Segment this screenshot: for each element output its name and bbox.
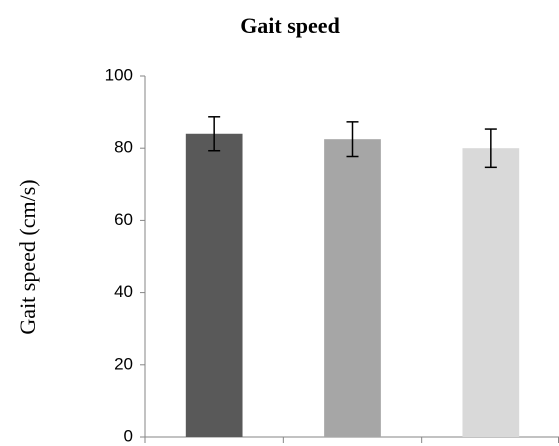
y-tick-label: 100 [105, 65, 133, 84]
bar [462, 148, 520, 437]
y-tick-label: 0 [124, 426, 133, 445]
y-tick-label: 20 [114, 354, 133, 373]
chart-title: Gait speed [240, 13, 340, 38]
y-tick-label: 40 [114, 282, 133, 301]
bar [185, 133, 243, 437]
error-bar [484, 128, 497, 169]
y-tick-label: 80 [114, 138, 133, 157]
error-bar [208, 116, 221, 152]
error-bar [346, 121, 359, 158]
bar [324, 139, 381, 438]
y-tick-label: 60 [114, 210, 133, 229]
y-axis-label: Gait speed (cm/s) [15, 179, 40, 334]
